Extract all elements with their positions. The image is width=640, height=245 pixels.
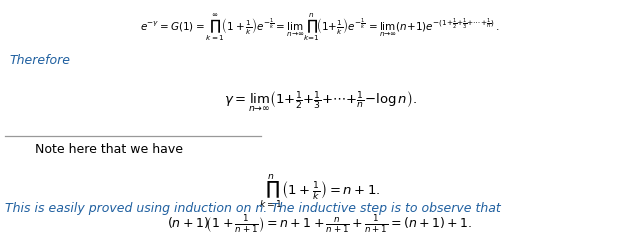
Text: Note here that we have: Note here that we have — [35, 143, 183, 156]
Text: Therefore: Therefore — [10, 54, 70, 67]
Text: $\gamma = \lim_{n\to\infty}\left(1+\frac{1}{2}+\frac{1}{3}+\cdots+\frac{1}{n}-\l: $\gamma = \lim_{n\to\infty}\left(1+\frac… — [223, 89, 417, 115]
Text: $e^{-\gamma} = G(1) = \prod_{k=1}^{\infty}\!\left(1+\frac{1}{k}\right)e^{-\frac{: $e^{-\gamma} = G(1) = \prod_{k=1}^{\inft… — [140, 11, 500, 43]
Text: $\prod_{k=1}^{n}\left(1+\frac{1}{k}\right) = n+1.$: $\prod_{k=1}^{n}\left(1+\frac{1}{k}\righ… — [259, 173, 381, 211]
Text: This is easily proved using induction on n. The inductive step is to observe tha: This is easily proved using induction on… — [5, 202, 501, 215]
Text: $(n+1)\!\left(1+\frac{1}{n+1}\right) = n+1+\frac{n}{n+1}+\frac{1}{n+1} = (n+1)+1: $(n+1)\!\left(1+\frac{1}{n+1}\right) = n… — [167, 213, 473, 235]
